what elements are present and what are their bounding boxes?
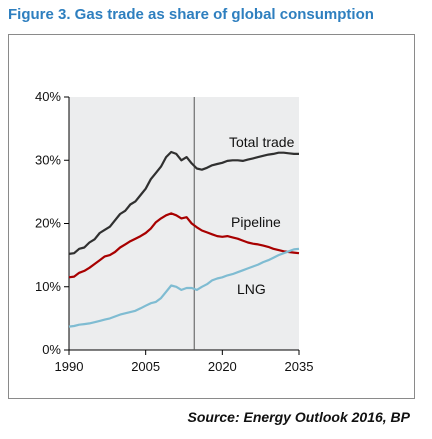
plot-area (69, 97, 299, 350)
total-trade-line (68, 150, 299, 255)
figure-title: Figure 3. Gas trade as share of global c… (8, 6, 374, 23)
source-caption: Source: Energy Outlook 2016, BP (187, 409, 410, 425)
y-tick-label: 30% (35, 152, 61, 167)
x-tick-label: 2035 (285, 359, 314, 374)
lng-line (68, 247, 300, 328)
pipeline-label: Pipeline (231, 214, 281, 230)
y-tick-label: 0% (42, 342, 61, 357)
x-tick-label: 2005 (131, 359, 160, 374)
pipeline-line (68, 212, 300, 279)
y-tick-label: 10% (35, 279, 61, 294)
line-chart: 0% 10% 20% 30% 40% 1990 2005 2020 2035 Total trad… (35, 89, 314, 374)
total-trade-label: Total trade (229, 134, 295, 150)
y-tick-label: 20% (35, 216, 61, 231)
x-tick-label: 1990 (55, 359, 84, 374)
y-tick-label: 40% (35, 89, 61, 104)
lng-label: LNG (237, 281, 266, 297)
chart-frame: 0% 10% 20% 30% 40% 1990 2005 2020 2035 Total trad… (8, 34, 415, 399)
x-tick-label: 2020 (208, 359, 237, 374)
